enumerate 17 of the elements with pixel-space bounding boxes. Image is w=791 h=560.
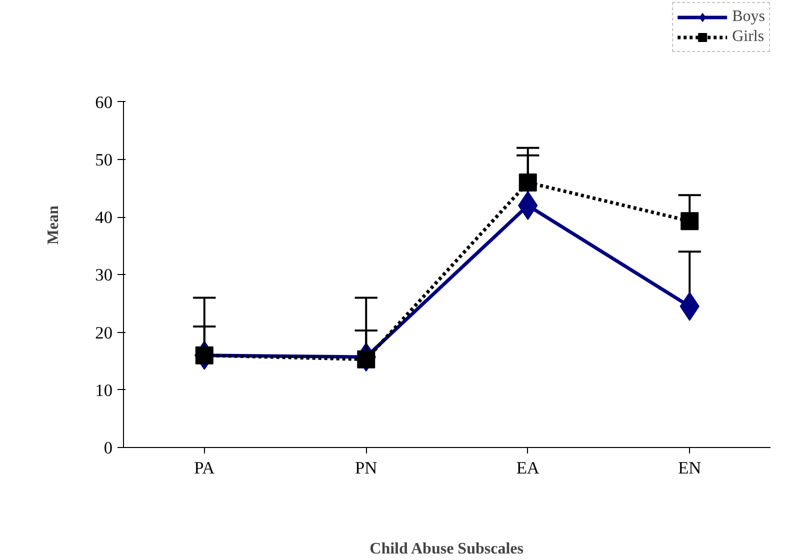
y-tick-label: 10 — [95, 380, 112, 400]
y-tick-label: 50 — [95, 150, 112, 170]
y-tick-label: 20 — [95, 323, 112, 342]
y-axis-title: Mean — [45, 205, 62, 245]
x-tick-label: EA — [516, 458, 540, 478]
y-tick-label: 40 — [95, 208, 112, 228]
x-tick-label: PN — [355, 458, 378, 478]
x-tick-label: PA — [194, 458, 216, 478]
legend-label: Boys — [732, 8, 765, 26]
y-tick-label: 30 — [95, 266, 112, 285]
y-tick-label: 60 — [95, 92, 112, 112]
x-axis-title: Child Abuse Subscales — [370, 540, 524, 558]
point — [680, 212, 699, 230]
x-tick-label: EN — [678, 458, 702, 478]
y-tick-label: 0 — [104, 438, 113, 458]
legend-label: Girls — [732, 28, 764, 46]
point — [518, 173, 537, 192]
